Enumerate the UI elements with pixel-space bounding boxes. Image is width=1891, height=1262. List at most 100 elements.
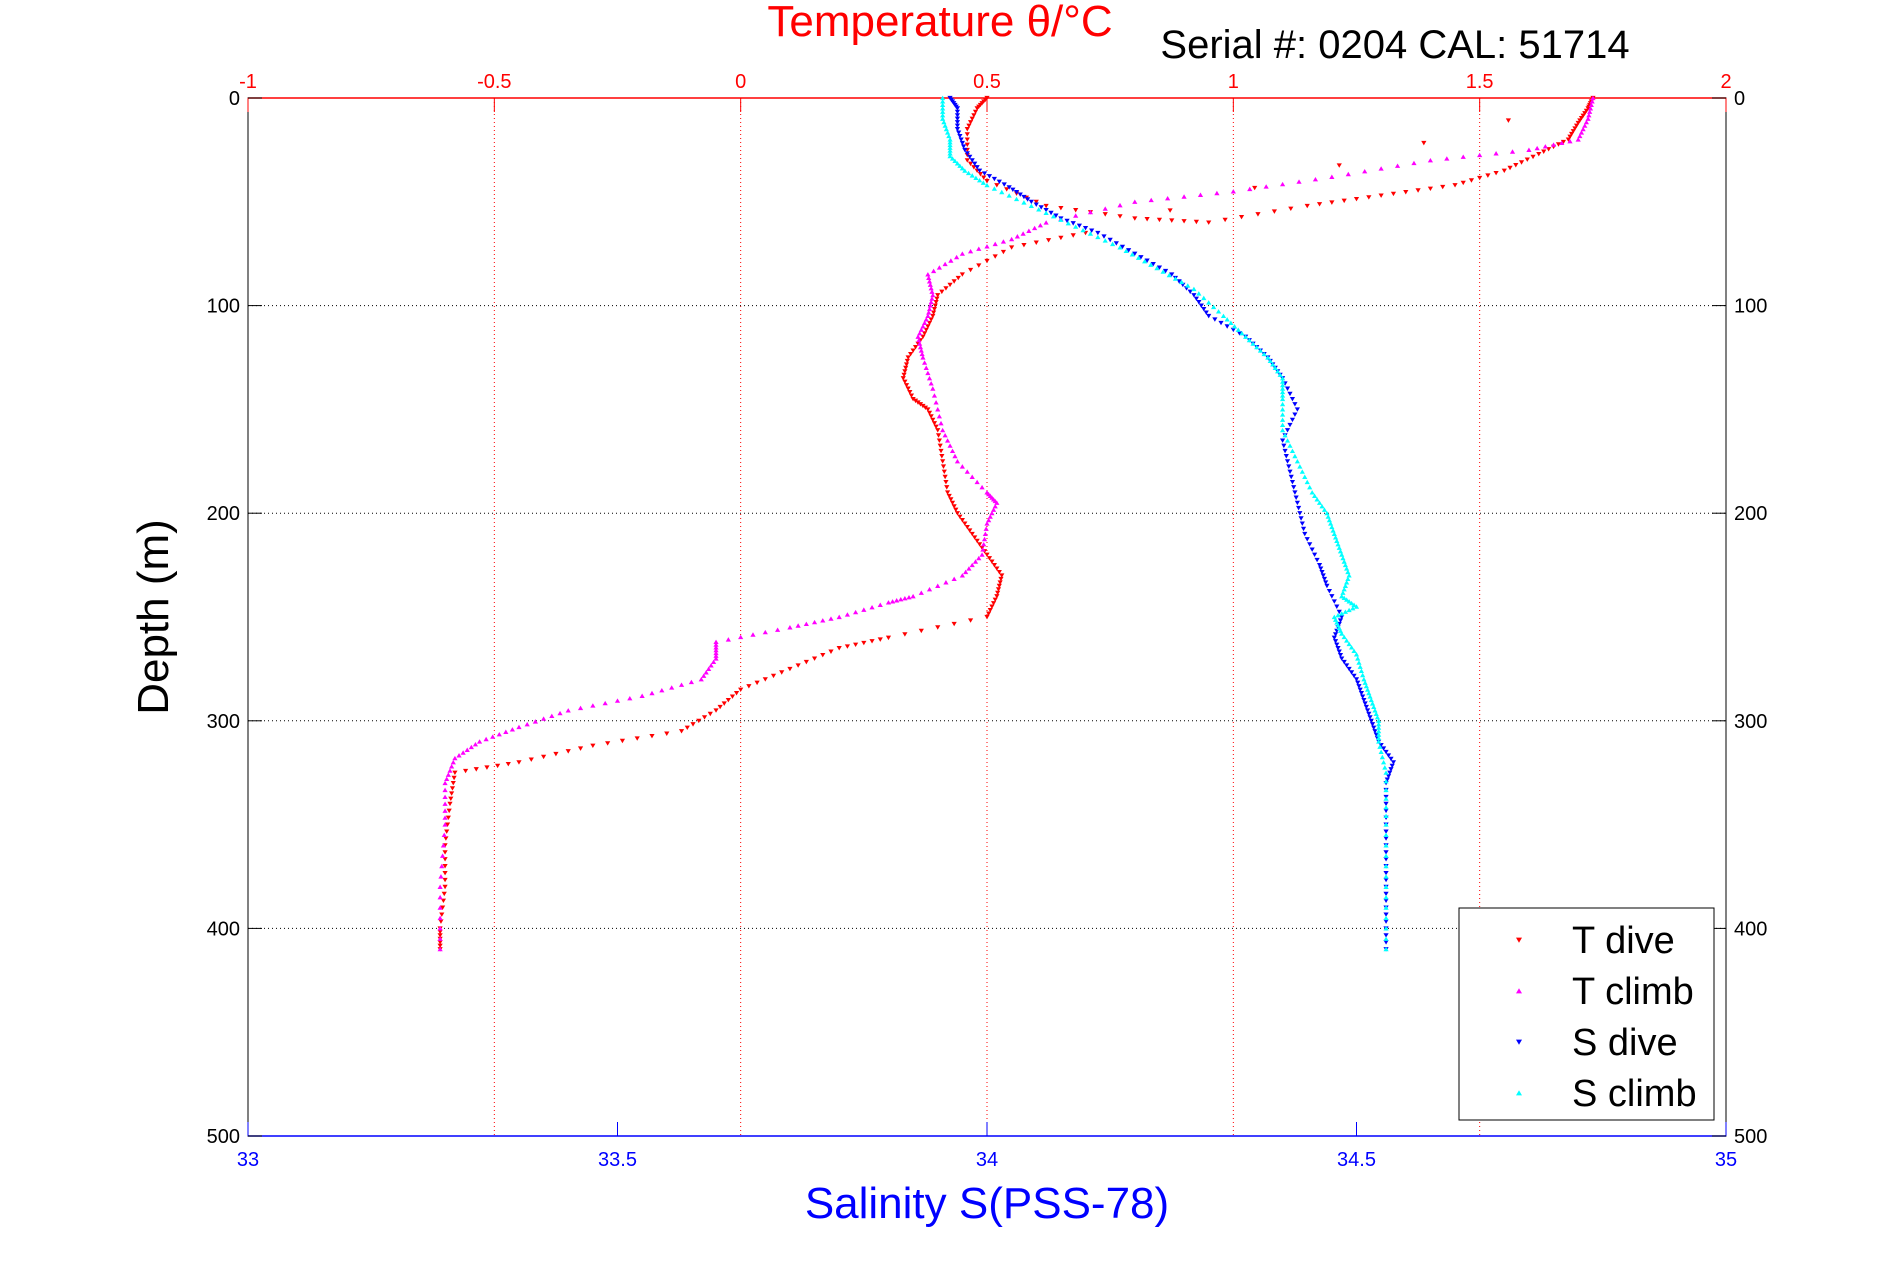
data-point — [449, 764, 455, 769]
data-point — [1329, 200, 1335, 205]
data-point — [1286, 464, 1292, 469]
data-point — [1345, 576, 1351, 582]
data-point — [1582, 123, 1588, 128]
data-point — [1329, 174, 1335, 179]
data-point — [1280, 412, 1286, 417]
data-point — [932, 303, 938, 308]
data-point — [1292, 453, 1298, 459]
data-point — [1383, 850, 1389, 855]
data-point — [516, 724, 522, 730]
data-point — [678, 682, 685, 687]
data-point — [1185, 283, 1191, 288]
data-point — [437, 943, 443, 949]
data-point — [1341, 659, 1347, 665]
data-point — [664, 731, 670, 736]
data-point — [439, 863, 445, 869]
data-point — [1567, 138, 1573, 144]
data-point — [969, 173, 975, 178]
data-point — [900, 376, 906, 381]
data-point — [964, 158, 970, 163]
data-point — [795, 623, 801, 628]
data-point — [1252, 185, 1258, 191]
data-point — [1073, 224, 1079, 229]
data-point — [969, 474, 975, 479]
data-point — [729, 694, 736, 699]
data-point — [447, 801, 453, 807]
data-point — [973, 175, 979, 181]
data-point — [954, 161, 961, 166]
data-point — [1220, 313, 1227, 319]
data-point — [1355, 656, 1361, 661]
data-point — [1565, 137, 1571, 142]
data-point — [1270, 362, 1276, 367]
data-point — [958, 137, 964, 142]
left-axis-tick-label: 100 — [207, 296, 240, 318]
data-point — [1280, 181, 1286, 187]
data-point — [930, 292, 936, 298]
data-point — [1280, 422, 1286, 428]
data-point — [955, 275, 961, 281]
data-point — [1297, 511, 1303, 516]
data-point — [1383, 749, 1389, 755]
data-point — [969, 116, 975, 122]
data-point — [877, 637, 883, 642]
data-point — [948, 258, 954, 263]
data-point — [989, 559, 995, 564]
data-point — [1340, 590, 1346, 595]
data-point — [1017, 192, 1023, 197]
data-point — [928, 317, 934, 322]
data-point — [1009, 245, 1015, 250]
data-point — [1299, 469, 1305, 474]
data-point — [476, 739, 483, 744]
data-point — [445, 772, 451, 777]
series-t-climb — [437, 95, 1596, 952]
data-point — [952, 453, 958, 459]
data-point — [803, 621, 809, 626]
legend-marker — [1516, 937, 1522, 943]
data-point — [1383, 857, 1389, 862]
data-point — [1142, 258, 1148, 264]
right-axis-tick-label: 100 — [1734, 296, 1767, 318]
data-point — [1304, 479, 1310, 485]
data-point — [974, 538, 980, 544]
data-point — [1148, 197, 1154, 203]
data-point — [437, 905, 443, 910]
data-point — [967, 161, 974, 167]
data-point — [964, 127, 970, 132]
data-point — [949, 448, 956, 453]
data-point — [905, 386, 911, 391]
data-point — [1380, 746, 1387, 751]
data-point — [989, 604, 995, 609]
data-point — [977, 172, 984, 177]
data-point — [981, 175, 987, 180]
data-point — [915, 400, 921, 405]
data-point — [678, 729, 685, 734]
data-point — [984, 182, 990, 188]
data-point — [1191, 286, 1197, 292]
data-point — [1344, 663, 1350, 668]
data-point — [707, 711, 713, 717]
data-point — [869, 639, 875, 644]
data-point — [1335, 646, 1341, 651]
data-point — [1342, 562, 1349, 568]
data-point — [1336, 163, 1342, 168]
data-point — [949, 500, 956, 506]
data-point — [977, 178, 983, 183]
data-point — [962, 147, 968, 153]
data-point — [1224, 317, 1230, 322]
data-point — [1589, 99, 1595, 104]
data-point — [1518, 160, 1525, 165]
data-point — [940, 95, 946, 101]
data-point — [437, 936, 443, 941]
data-point — [1477, 175, 1483, 181]
data-point — [1247, 186, 1253, 192]
data-point — [1169, 272, 1175, 277]
data-point — [713, 647, 719, 653]
data-point — [1102, 238, 1108, 243]
bottom-axis-tick-label: 34 — [976, 1149, 998, 1171]
data-point — [1284, 428, 1291, 433]
data-point — [713, 639, 719, 644]
data-point — [937, 443, 943, 449]
data-point — [1377, 744, 1383, 749]
data-point — [944, 490, 951, 495]
